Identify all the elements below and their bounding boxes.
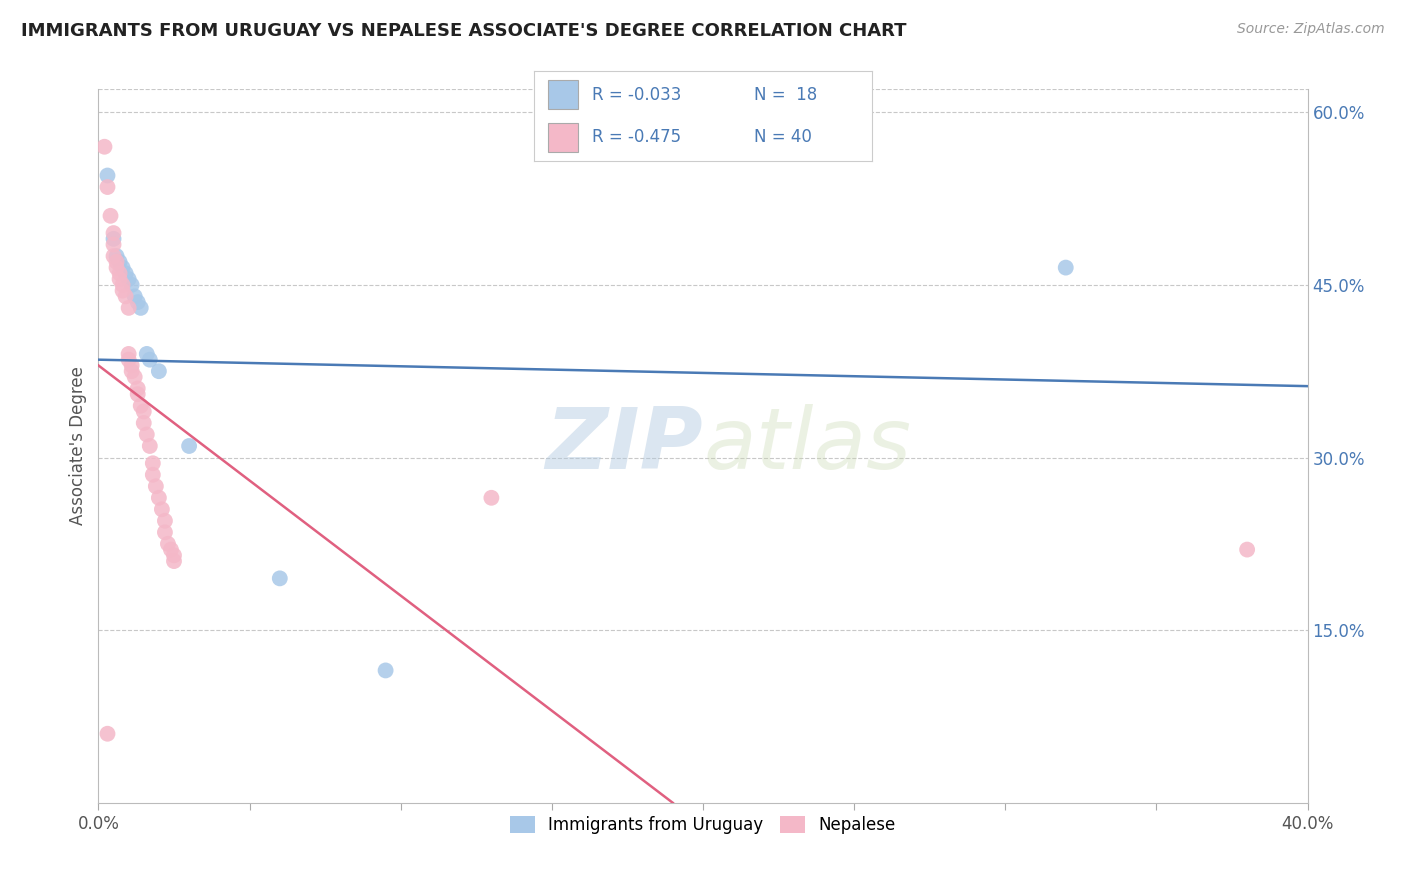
Point bbox=[481, 491, 503, 505]
Point bbox=[135, 427, 157, 442]
Point bbox=[103, 232, 125, 246]
Point bbox=[156, 537, 179, 551]
Point bbox=[108, 266, 131, 280]
Point bbox=[103, 226, 125, 240]
Point bbox=[179, 439, 201, 453]
Point bbox=[121, 359, 143, 373]
Point bbox=[132, 416, 155, 430]
Point bbox=[132, 404, 155, 418]
Point bbox=[150, 502, 173, 516]
Point bbox=[105, 255, 128, 269]
Point bbox=[118, 301, 141, 315]
Point bbox=[108, 255, 131, 269]
Text: R = -0.033: R = -0.033 bbox=[592, 86, 681, 103]
Point bbox=[145, 479, 167, 493]
Point bbox=[129, 399, 152, 413]
Point bbox=[103, 237, 125, 252]
Point bbox=[1236, 542, 1258, 557]
Point bbox=[105, 249, 128, 263]
Text: Source: ZipAtlas.com: Source: ZipAtlas.com bbox=[1237, 22, 1385, 37]
Point bbox=[111, 284, 134, 298]
Text: atlas: atlas bbox=[703, 404, 911, 488]
Point bbox=[139, 352, 162, 367]
Point bbox=[129, 301, 152, 315]
Point bbox=[148, 364, 170, 378]
Text: ZIP: ZIP bbox=[546, 404, 703, 488]
Point bbox=[124, 289, 146, 303]
Point bbox=[127, 381, 149, 395]
Point bbox=[111, 277, 134, 292]
Point bbox=[111, 260, 134, 275]
Point bbox=[1054, 260, 1077, 275]
Bar bbox=[548, 80, 578, 109]
Point bbox=[118, 347, 141, 361]
Text: R = -0.475: R = -0.475 bbox=[592, 128, 681, 146]
Point bbox=[93, 140, 115, 154]
Bar bbox=[548, 123, 578, 152]
Point bbox=[103, 249, 125, 263]
Point bbox=[127, 387, 149, 401]
Text: N = 40: N = 40 bbox=[754, 128, 811, 146]
Point bbox=[142, 456, 165, 470]
Y-axis label: Associate's Degree: Associate's Degree bbox=[69, 367, 87, 525]
Point bbox=[96, 169, 118, 183]
Point bbox=[163, 554, 186, 568]
Text: N =  18: N = 18 bbox=[754, 86, 817, 103]
Point bbox=[153, 525, 176, 540]
Point bbox=[105, 260, 128, 275]
Point bbox=[160, 542, 183, 557]
Point bbox=[135, 347, 157, 361]
Point bbox=[148, 491, 170, 505]
Point bbox=[153, 514, 176, 528]
Point bbox=[142, 467, 165, 482]
Point bbox=[114, 289, 136, 303]
Point bbox=[139, 439, 162, 453]
Point bbox=[96, 180, 118, 194]
Point bbox=[163, 549, 186, 563]
Point bbox=[118, 272, 141, 286]
Point bbox=[127, 295, 149, 310]
Point bbox=[108, 272, 131, 286]
Point bbox=[100, 209, 122, 223]
Point bbox=[121, 277, 143, 292]
Legend: Immigrants from Uruguay, Nepalese: Immigrants from Uruguay, Nepalese bbox=[503, 809, 903, 841]
Point bbox=[114, 266, 136, 280]
Point bbox=[374, 664, 396, 678]
Point bbox=[269, 571, 291, 585]
Text: IMMIGRANTS FROM URUGUAY VS NEPALESE ASSOCIATE'S DEGREE CORRELATION CHART: IMMIGRANTS FROM URUGUAY VS NEPALESE ASSO… bbox=[21, 22, 907, 40]
Point bbox=[121, 364, 143, 378]
Point bbox=[124, 370, 146, 384]
Point bbox=[96, 727, 118, 741]
Point bbox=[118, 352, 141, 367]
